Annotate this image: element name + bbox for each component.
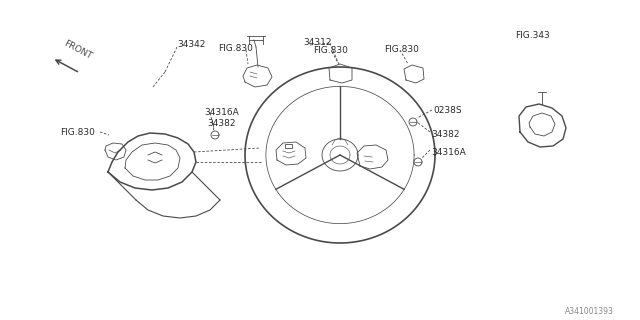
Text: FIG.830: FIG.830 [384, 44, 419, 53]
Text: 34382: 34382 [431, 130, 460, 139]
Text: 34342: 34342 [177, 39, 205, 49]
Text: A341001393: A341001393 [565, 308, 614, 316]
Text: 34316A: 34316A [204, 108, 239, 116]
Text: 34382: 34382 [207, 118, 236, 127]
Text: 34312: 34312 [303, 37, 332, 46]
Bar [285, 144, 292, 148]
Text: FIG.830: FIG.830 [218, 44, 253, 52]
Text: 0238S: 0238S [433, 106, 461, 115]
Text: FIG.830: FIG.830 [313, 45, 348, 54]
Text: FRONT: FRONT [62, 39, 93, 61]
Text: FIG.343: FIG.343 [515, 30, 550, 39]
Text: 34316A: 34316A [431, 148, 466, 156]
Text: FIG.830: FIG.830 [60, 127, 95, 137]
